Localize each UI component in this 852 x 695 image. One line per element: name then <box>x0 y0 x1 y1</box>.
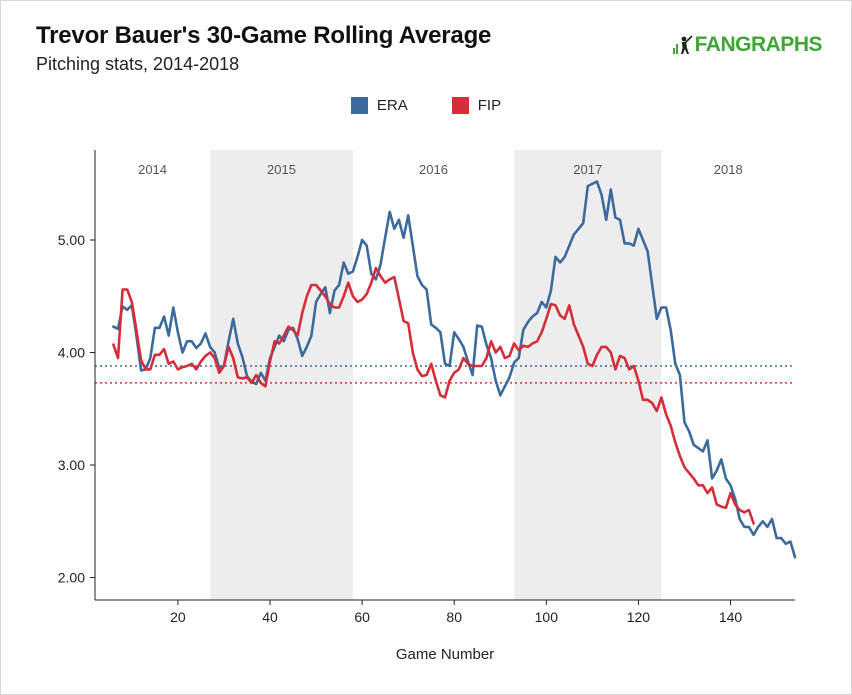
legend-swatch-fip <box>451 97 469 114</box>
x-tick-label: 140 <box>719 609 743 625</box>
season-label-2016: 2016 <box>419 162 448 177</box>
legend-label-era: ERA <box>376 97 408 114</box>
series-lines <box>112 180 797 559</box>
season-band-2017 <box>514 150 662 600</box>
x-tick-label: 120 <box>627 609 651 625</box>
chart-subtitle: Pitching stats, 2014-2018 <box>36 54 240 74</box>
series-line-fip <box>112 266 755 525</box>
season-label-2015: 2015 <box>267 162 296 177</box>
y-tick-label: 4.00 <box>58 345 85 361</box>
chart-legend: ERA FIP <box>0 97 852 114</box>
season-label-2017: 2017 <box>573 162 602 177</box>
x-tick-label: 80 <box>446 609 462 625</box>
season-label-2018: 2018 <box>714 162 743 177</box>
chart-title: Trevor Bauer's 30-Game Rolling Average <box>36 22 492 49</box>
x-tick-label: 60 <box>354 609 370 625</box>
axes: 2.00 3.00 4.00 5.00 20 40 60 80 100 120 140 <box>58 150 795 625</box>
x-tick-label: 100 <box>535 609 559 625</box>
y-tick-label: 3.00 <box>58 457 85 473</box>
brand-name: FANGRAPHS <box>694 33 823 56</box>
season-band-2015 <box>210 150 353 600</box>
season-label-2014: 2014 <box>138 162 167 177</box>
fangraphs-logo: FANGRAPHS <box>671 33 823 57</box>
season-bands <box>210 150 662 600</box>
x-tick-label: 40 <box>262 609 278 625</box>
batter-icon <box>672 35 693 54</box>
season-labels: 2014 2015 2016 2017 2018 <box>138 162 743 177</box>
legend-swatch-era <box>350 97 368 114</box>
legend-item-era: ERA <box>350 97 408 114</box>
y-tick-label: 2.00 <box>58 570 85 586</box>
y-tick-label: 5.00 <box>58 232 85 248</box>
legend-label-fip: FIP <box>477 97 502 114</box>
reference-lines <box>95 365 795 384</box>
x-tick-label: 20 <box>170 609 186 625</box>
legend-item-fip: FIP <box>451 97 502 114</box>
x-axis-label: Game Number <box>395 646 495 663</box>
